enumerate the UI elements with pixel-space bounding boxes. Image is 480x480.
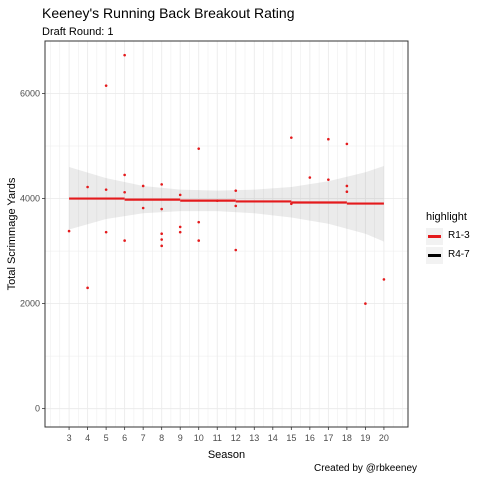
trend-line-layer xyxy=(69,197,384,205)
data-point xyxy=(327,178,330,181)
x-tick-label: 20 xyxy=(379,433,389,443)
data-point xyxy=(123,53,126,57)
data-point xyxy=(160,183,163,186)
data-point xyxy=(197,220,201,224)
x-tick-label: 8 xyxy=(159,433,164,443)
x-tick-label: 4 xyxy=(85,433,90,443)
x-tick-label: 7 xyxy=(141,433,146,443)
data-point xyxy=(234,204,238,208)
data-point xyxy=(160,232,163,236)
x-tick-label: 19 xyxy=(360,433,370,443)
x-axis-ticks: 3 4 5 6 7 8 9 10 11 12 13 14 15 16 17 18 19 20 xyxy=(67,427,389,443)
legend-item-r4-7: R4-7 xyxy=(426,247,480,264)
data-point xyxy=(327,137,330,141)
data-point xyxy=(160,207,163,211)
legend-title: highlight xyxy=(426,211,467,223)
x-tick-label: 15 xyxy=(286,433,296,443)
plot-panel-border xyxy=(44,40,409,428)
y-tick-label: 2000 xyxy=(20,299,40,309)
y-tick-label: 6000 xyxy=(20,89,40,99)
x-tick-label: 10 xyxy=(194,433,204,443)
y-tick-label: 0 xyxy=(35,404,40,414)
x-tick-label: 3 xyxy=(67,433,72,443)
legend-item-r1-3: R1-3 xyxy=(426,228,480,245)
legend-line-swatch xyxy=(428,235,441,238)
legend-line-swatch xyxy=(428,254,441,257)
data-point xyxy=(345,190,349,194)
chart-title: Keeney's Running Back Breakout Rating xyxy=(42,5,295,21)
data-point xyxy=(234,189,238,192)
legend-label: R1-3 xyxy=(448,230,470,241)
data-point xyxy=(345,184,349,188)
data-point xyxy=(290,136,293,139)
data-point xyxy=(104,84,108,87)
data-point xyxy=(197,239,201,242)
confidence-band xyxy=(69,165,384,242)
data-point xyxy=(160,238,163,241)
data-point xyxy=(197,147,201,150)
y-axis-title: Total Scrimmage Yards xyxy=(6,177,18,290)
x-tick-label: 17 xyxy=(323,433,333,443)
x-tick-label: 11 xyxy=(213,433,222,443)
x-tick-label: 13 xyxy=(249,433,259,443)
data-point xyxy=(104,188,108,191)
data-point xyxy=(123,190,126,194)
data-point xyxy=(86,185,89,189)
legend-key xyxy=(426,228,443,245)
data-point xyxy=(178,230,182,234)
x-tick-label: 16 xyxy=(305,433,315,443)
data-point xyxy=(160,244,163,248)
data-point xyxy=(215,199,219,202)
data-point xyxy=(141,206,145,210)
data-point xyxy=(364,302,367,305)
data-points xyxy=(67,53,386,305)
confidence-band-layer xyxy=(69,165,384,242)
data-point xyxy=(234,248,238,252)
grid-lines xyxy=(45,40,408,427)
data-point xyxy=(141,184,145,188)
data-point xyxy=(123,239,126,242)
x-tick-label: 6 xyxy=(122,433,127,443)
legend-key xyxy=(426,247,443,264)
x-tick-label: 9 xyxy=(178,433,183,443)
data-point xyxy=(104,230,108,234)
data-point xyxy=(123,173,126,177)
data-point xyxy=(382,278,386,281)
chart-subtitle: Draft Round: 1 xyxy=(42,26,114,38)
x-tick-label: 14 xyxy=(268,433,278,443)
x-axis-title: Season xyxy=(208,449,245,461)
y-axis-ticks: 0 2000 4000 6000 xyxy=(20,89,45,414)
chart-caption: Created by @rbkeeney xyxy=(314,463,417,474)
data-point xyxy=(345,142,349,146)
y-tick-label: 4000 xyxy=(20,194,40,204)
x-tick-label: 5 xyxy=(104,433,109,443)
data-point xyxy=(290,202,293,206)
x-tick-label: 18 xyxy=(342,433,352,443)
legend-label: R4-7 xyxy=(448,249,470,260)
data-point xyxy=(67,229,71,233)
data-point xyxy=(86,286,89,290)
data-point xyxy=(178,225,182,229)
data-point xyxy=(178,193,182,197)
x-tick-label: 12 xyxy=(231,433,241,443)
data-point xyxy=(308,176,312,179)
